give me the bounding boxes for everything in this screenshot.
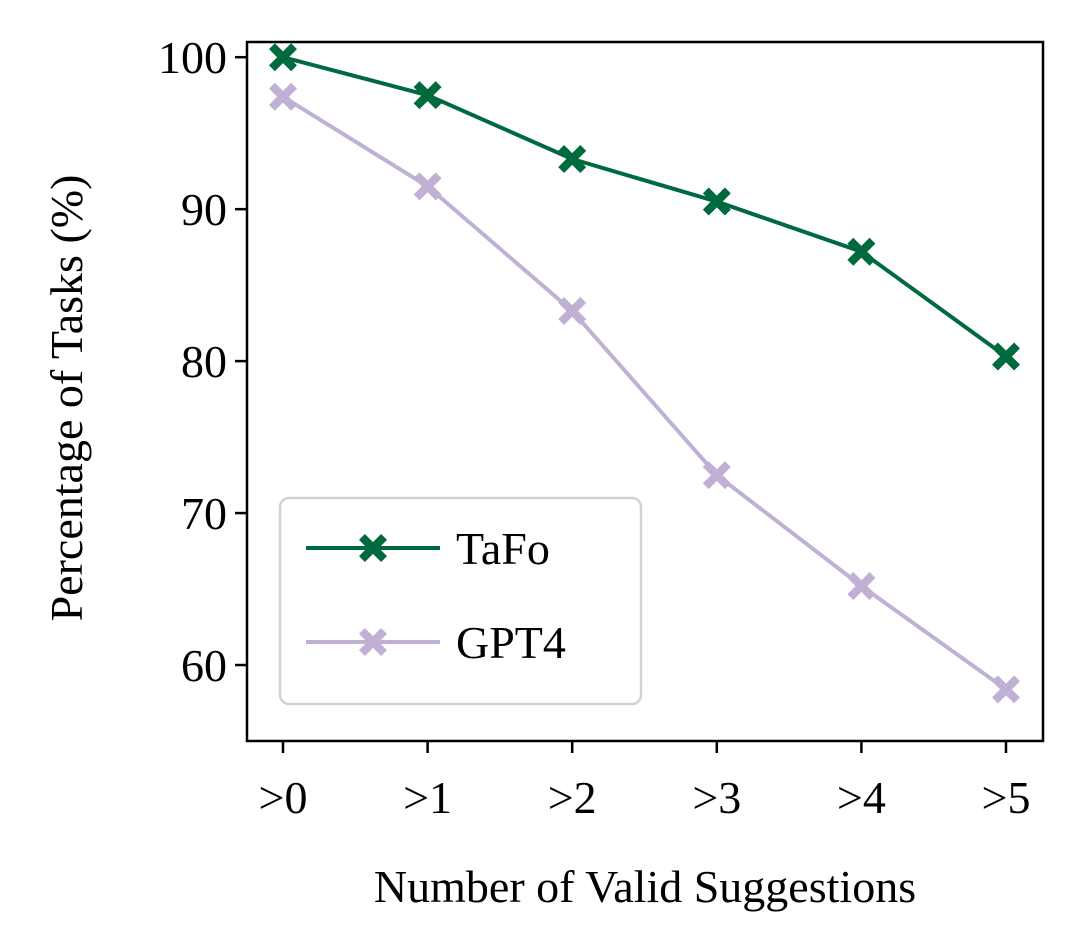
x-tick-label: >5 (982, 772, 1031, 823)
x-tick-label: >0 (259, 772, 308, 823)
legend-label-gpt4: GPT4 (456, 617, 566, 668)
x-tick-label: >1 (403, 772, 452, 823)
legend-entry-tafo: TaFo (306, 523, 550, 574)
data-point-tafo (558, 145, 587, 174)
x-tick-label: >2 (548, 772, 597, 823)
y-tick-label: 100 (158, 32, 227, 83)
legend-entry-gpt4: GPT4 (306, 617, 566, 668)
data-point-tafo (413, 81, 442, 110)
x-axis: >0 >1 >2 >3 >4 >5 (259, 741, 1031, 823)
data-point-tafo (847, 237, 876, 266)
plot-area-border (245, 40, 1045, 743)
x-axis-label: Number of Valid Suggestions (374, 861, 916, 912)
data-point-tafo (269, 43, 297, 72)
legend-label-tafo: TaFo (456, 523, 550, 574)
series-gpt4 (269, 82, 1020, 704)
data-point-gpt4 (847, 572, 876, 601)
legend-marker-gpt4 (359, 628, 387, 656)
y-axis-label: Percentage of Tasks (%) (41, 175, 92, 622)
data-point-gpt4 (413, 172, 442, 201)
legend: TaFo GPT4 (278, 496, 643, 706)
data-point-tafo (702, 187, 731, 216)
data-point-tafo (992, 342, 1020, 371)
series-line-tafo (282, 55, 1008, 359)
legend-marker-tafo (359, 534, 387, 562)
series-layer (269, 43, 1020, 704)
data-point-gpt4 (558, 296, 587, 325)
y-tick-label: 70 (181, 488, 227, 539)
series-tafo (269, 43, 1020, 371)
data-point-gpt4 (992, 675, 1020, 704)
data-point-gpt4 (702, 461, 731, 490)
x-tick-label: >4 (837, 772, 886, 823)
y-axis: 60 70 80 90 100 (158, 32, 247, 691)
y-tick-label: 90 (181, 184, 227, 235)
data-point-gpt4 (269, 82, 297, 111)
y-tick-label: 80 (181, 336, 227, 387)
x-tick-label: >3 (692, 772, 741, 823)
y-tick-label: 60 (181, 640, 227, 691)
plot-frame (245, 40, 1045, 743)
series-line-gpt4 (281, 95, 1008, 691)
